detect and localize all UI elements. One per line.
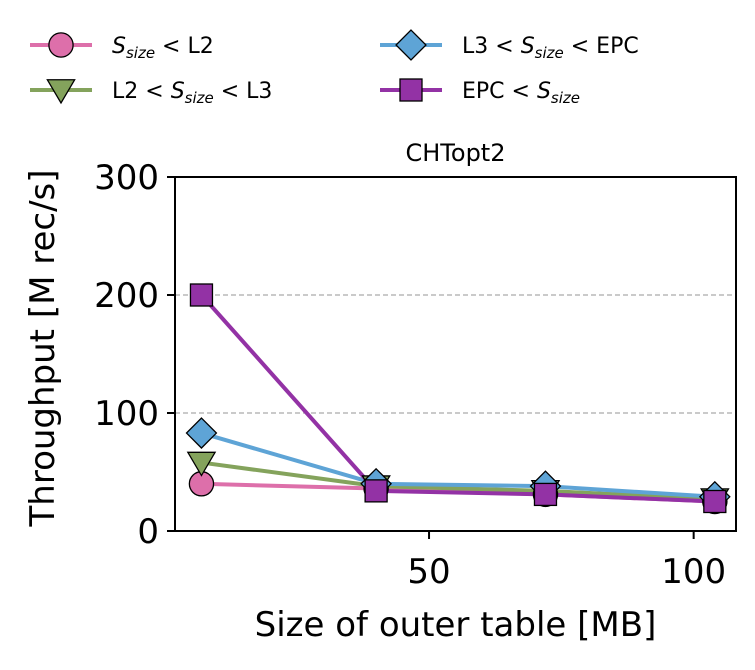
y-tick-label: 200 xyxy=(94,276,159,316)
legend-item-2: L3 < Ssize < EPC xyxy=(380,29,639,62)
plot-frame xyxy=(174,176,737,532)
data-point-series-1-0 xyxy=(186,451,217,477)
y-tick-label: 100 xyxy=(94,394,159,434)
chart-title: CHTopt2 xyxy=(406,139,506,167)
data-point-series-3-1 xyxy=(364,479,388,503)
axis-ticks: 0 100 200 300 50 100 xyxy=(94,158,726,592)
legend-marker xyxy=(395,29,427,61)
series-line-2 xyxy=(199,431,717,499)
x-tick-label: 100 xyxy=(661,552,726,592)
series-lines xyxy=(199,293,717,504)
series-line-1 xyxy=(199,460,717,502)
legend-item-1: L2 < Ssize < L3 xyxy=(30,79,272,107)
series-line-3 xyxy=(199,293,717,504)
legend-marker xyxy=(48,32,74,58)
x-axis-label: Size of outer table [MB] xyxy=(255,605,657,645)
legend-label: L2 < Ssize < L3 xyxy=(112,79,272,107)
legend-label: Ssize < L2 xyxy=(112,34,214,62)
grid-lines xyxy=(175,294,736,414)
data-point-series-2-0 xyxy=(185,417,218,449)
y-tick-label: 300 xyxy=(94,158,159,198)
legend-label: EPC < Ssize xyxy=(462,79,580,107)
data-point-series-3-2 xyxy=(533,482,558,507)
series-markers xyxy=(185,283,731,515)
data-point-series-3-3 xyxy=(703,489,727,514)
data-point-series-3-0 xyxy=(189,283,214,307)
legend-label: L3 < Ssize < EPC xyxy=(462,34,639,62)
y-axis-label: Throughput [M rec/s] xyxy=(23,170,63,528)
legend-marker xyxy=(399,78,423,102)
legend-item-3: EPC < Ssize xyxy=(380,78,580,107)
legend-marker xyxy=(46,79,76,105)
x-tick-label: 50 xyxy=(407,552,450,592)
legend: Ssize < L2 L2 < Ssize < L3 L3 < Ssize < EP… xyxy=(30,29,639,107)
legend-item-0: Ssize < L2 xyxy=(30,32,214,62)
y-tick-label: 0 xyxy=(137,512,159,552)
